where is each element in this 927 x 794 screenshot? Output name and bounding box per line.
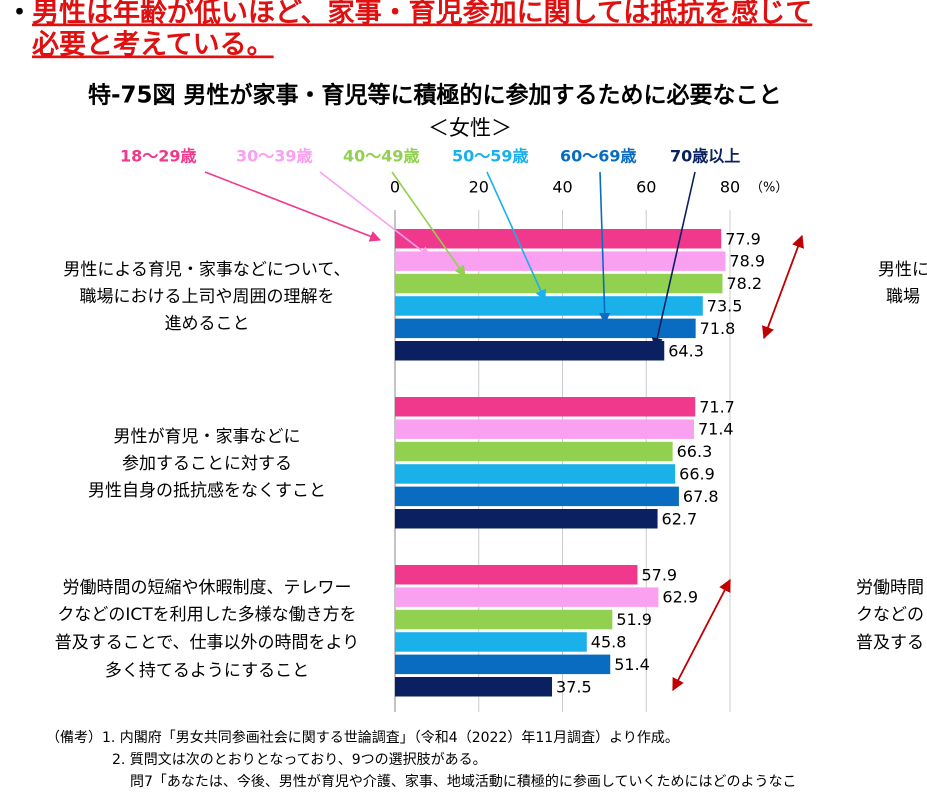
value-label: 78.2 [726,274,762,293]
trend-arrow [672,578,731,692]
pointer [204,171,382,242]
legend-label: 70歳以上 [670,147,740,166]
category-label: 男性が育児・家事などに [114,427,301,447]
bar [395,251,726,271]
legend-label: 50〜59歳 [452,147,529,166]
value-label: 73.5 [707,296,743,315]
value-label: 71.4 [698,420,734,439]
header-line: 男性は年齢が低いほど、家事・育児参加に関しては抵抗を感じて [32,0,812,29]
value-label: 45.8 [591,632,627,651]
bar [395,632,587,652]
bar [395,486,679,507]
x-tick-label: 60 [636,178,656,197]
cropped-text: 男性に [878,260,927,280]
value-label: 57.9 [641,565,677,584]
pointer [486,171,546,302]
note: 問7「あなたは、今後、男性が育児や介護、家事、地域活動に積極的に参画していくため… [130,773,796,790]
cropped-text: クなどの [856,605,924,625]
pointer [651,171,696,350]
value-label: 62.9 [662,588,698,607]
chart-title: 特-75図 男性が家事・育児等に積極的に参加するために必要なこと [88,82,782,109]
chart-subtitle: ＜女性＞ [428,116,512,140]
category-label: 労働時間の短縮や休暇制度、テレワー [63,578,352,598]
value-label: 62.7 [662,509,698,528]
value-label: 51.9 [616,610,652,629]
legend-label: 40〜49歳 [343,147,420,166]
cropped-text: 職場 [886,287,920,307]
bar [395,419,694,439]
x-tick-label: 0 [390,178,400,197]
legend-label: 30〜39歳 [236,147,313,166]
category-label: クなどのICTを利用した多様な働き方を [57,605,356,625]
value-label: 78.9 [729,252,765,271]
value-label: 71.8 [700,319,736,338]
x-tick-label: 20 [469,178,489,197]
value-label: 67.8 [683,487,719,506]
bar [395,654,611,675]
value-label: 77.9 [725,229,761,248]
bar [395,273,723,294]
bar [395,229,722,249]
legend-label: 60〜69歳 [560,147,637,166]
bar [395,565,638,585]
bar [395,441,673,462]
value-label: 51.4 [614,655,650,674]
cropped-text: 普及する [856,633,924,653]
cropped-text: 労働時間 [856,578,924,598]
note: （備考）1. 内閣府「男女共同参画社会に関する世論調査」（令和4（2022）年1… [46,729,679,746]
category-label: 男性による育児・家事などについて、 [63,260,350,280]
bar [395,464,676,484]
bar [395,587,659,607]
axis-unit: （%） [750,181,788,196]
category-label: 普及することで、仕事以外の時間をより [55,633,359,653]
pointer [599,171,611,325]
bar [395,296,703,316]
x-tick-label: 40 [552,178,572,197]
legend-pointers [204,171,696,350]
category-label: 男性自身の抵抗感をなくすこと [88,481,326,501]
bar [395,509,658,529]
trend-arrows [672,234,804,692]
x-tick-label: 80 [720,178,740,197]
bar [395,318,696,339]
pointer [391,171,466,277]
trend-arrow [762,234,804,340]
bar [395,341,665,361]
value-label: 71.7 [699,397,735,416]
category-label: 職場における上司や周囲の理解を [80,287,335,307]
category-label: 進めること [165,314,250,334]
header-bullet: ・ [6,0,33,29]
value-label: 66.9 [679,464,715,483]
pointer [319,171,431,258]
category-label: 参加することに対する [122,454,292,474]
category-label: 多く持てるようにすること [105,661,309,681]
bar [395,677,553,697]
header-line: 必要と考えている。 [32,30,274,61]
value-label: 37.5 [556,677,592,696]
legend-label: 18〜29歳 [120,147,197,166]
value-label: 66.3 [677,442,713,461]
bar [395,397,696,417]
value-label: 64.3 [668,341,704,360]
note: 2. 質問文は次のとおりとなっており、9つの選択肢がある。 [112,752,487,768]
bar [395,609,613,630]
